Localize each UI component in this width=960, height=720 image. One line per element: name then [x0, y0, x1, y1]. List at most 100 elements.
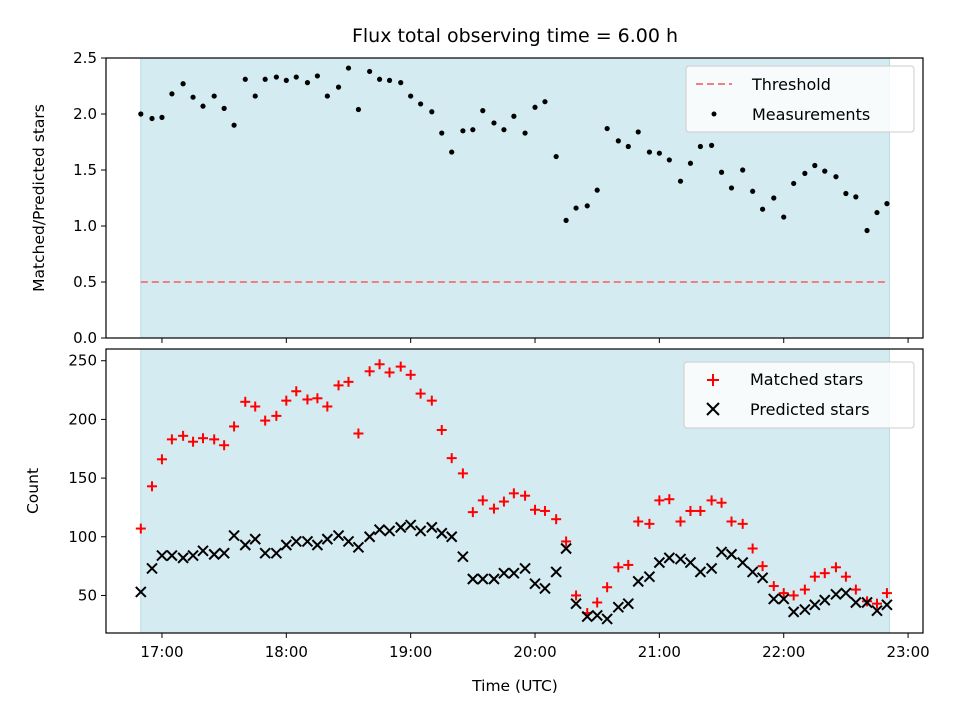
bottom-legend: Matched stars Predicted stars — [683, 361, 915, 429]
matched-star-point — [312, 393, 323, 404]
predicted-star-point — [166, 549, 178, 562]
measurement-point — [304, 80, 311, 86]
predicted-star-b — [799, 603, 811, 616]
measurement-point — [594, 187, 600, 193]
y-tick-label: 100 — [68, 528, 97, 546]
matched-star-point — [871, 598, 882, 609]
predicted-star-b — [715, 546, 728, 558]
predicted-star-b — [197, 545, 209, 557]
matched-star-point — [520, 490, 531, 501]
predicted-star-point — [850, 596, 862, 609]
predicted-star-b — [612, 601, 625, 613]
matched-stars-layer — [135, 359, 892, 619]
matched-star-point — [768, 581, 779, 592]
matched-star-point — [623, 559, 634, 570]
predicted-star-b — [259, 547, 271, 559]
predicted-star-point — [622, 597, 634, 610]
y-tick-label: 200 — [68, 410, 97, 428]
bottom-y-ticks: 50 100 150 200 250 — [68, 352, 106, 604]
matched-star-point — [477, 495, 488, 506]
measurement-point — [221, 105, 227, 111]
predicted-star-b — [756, 572, 769, 584]
predicted-star-point — [477, 573, 489, 585]
y-tick-label: 50 — [78, 586, 97, 604]
predicted-star-point — [694, 566, 707, 578]
measurement-point — [480, 108, 486, 114]
predicted-star-point — [736, 556, 749, 569]
matched-star-point — [633, 516, 644, 527]
measurements-layer — [138, 65, 890, 234]
measurement-point — [553, 153, 559, 160]
measurement-point — [677, 178, 684, 184]
top-axes-frame — [105, 57, 924, 339]
legend-matched-label: Matched stars — [750, 370, 863, 389]
predicted-star-point — [871, 604, 883, 617]
measurement-point — [791, 180, 797, 187]
predicted-star-point — [725, 548, 738, 561]
predicted-star-b — [508, 567, 520, 579]
matched-star-point — [716, 497, 727, 508]
measurement-point — [460, 128, 466, 134]
predicted-stars-layer — [135, 519, 893, 625]
predicted-star-b — [208, 548, 220, 561]
predicted-star-b — [177, 552, 189, 564]
predicted-star-b — [840, 587, 852, 599]
measurement-point — [532, 104, 538, 110]
predicted-star-b — [705, 562, 718, 575]
predicted-star-b — [352, 541, 365, 554]
measurement-point — [335, 84, 342, 90]
predicted-star-point — [414, 525, 427, 537]
predicted-star-b — [861, 596, 873, 609]
predicted-star-b — [663, 552, 676, 564]
predicted-star-point — [778, 593, 790, 605]
measurement-point — [874, 209, 880, 216]
measurement-point — [687, 160, 694, 166]
predicted-star-point — [632, 575, 644, 588]
predicted-star-point — [135, 586, 147, 598]
matched-star-point — [156, 454, 167, 465]
x-tick-label: 23:00 — [886, 643, 929, 661]
predicted-star-point — [508, 567, 520, 579]
predicted-star-point — [809, 599, 821, 611]
measurement-point — [625, 143, 631, 150]
matched-star-point — [446, 453, 457, 464]
predicted-star-b — [249, 533, 261, 545]
matched-star-point — [426, 395, 437, 406]
predicted-star-point — [270, 547, 283, 559]
predicted-star-point — [218, 547, 230, 559]
legend-matched-swatch — [707, 374, 719, 386]
measurement-point — [429, 109, 435, 115]
matched-star-point — [415, 388, 426, 399]
predicted-star-b — [643, 570, 656, 583]
measurement-point — [159, 114, 165, 120]
matched-star-point — [291, 386, 302, 397]
measurement-point — [812, 162, 818, 169]
predicted-star-point — [457, 551, 469, 563]
predicted-star-point — [756, 572, 769, 584]
predicted-star-point — [581, 610, 593, 623]
predicted-star-b — [809, 599, 821, 611]
predicted-star-point — [715, 546, 728, 558]
bottom-x-ticks: 17:00 18:00 19:00 20:00 21:00 22:00 23:00 — [140, 633, 930, 661]
matched-star-point — [322, 401, 333, 412]
predicted-star-b — [601, 613, 613, 625]
matched-star-point — [644, 518, 655, 529]
predicted-star-b — [363, 531, 376, 543]
predicted-star-b — [187, 549, 199, 562]
predicted-star-point — [488, 573, 500, 585]
predicted-star-b — [871, 604, 883, 617]
matched-star-point — [250, 401, 261, 412]
measurement-point — [449, 149, 455, 155]
predicted-star-b — [529, 578, 541, 590]
predicted-star-point — [529, 578, 541, 590]
predicted-star-point — [643, 570, 656, 583]
matched-star-point — [592, 597, 603, 608]
predicted-star-point — [352, 541, 365, 554]
matched-star-point — [395, 361, 406, 372]
top-legend-box — [685, 65, 915, 133]
matched-star-point — [757, 561, 768, 572]
y-tick-label: 2.0 — [73, 105, 97, 123]
predicted-star-b — [768, 593, 780, 605]
matched-star-point — [384, 367, 395, 378]
predicted-star-point — [819, 594, 831, 606]
